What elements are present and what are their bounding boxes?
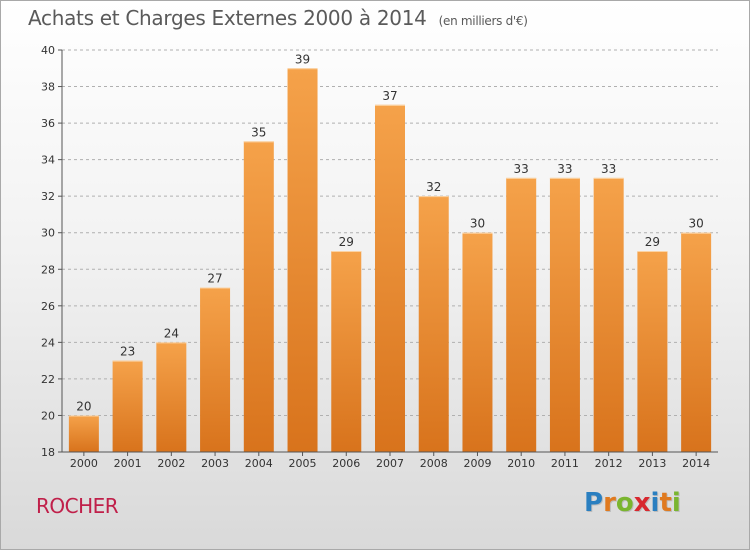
x-tick-label: 2005	[289, 457, 317, 470]
bar	[506, 177, 537, 452]
place-name: ROCHER	[36, 494, 119, 518]
bar	[418, 196, 449, 452]
logo-letter: x	[633, 488, 651, 518]
y-tick-label: 28	[41, 263, 55, 276]
x-tick-label: 2009	[463, 457, 491, 470]
data-label: 29	[339, 235, 354, 249]
data-label: 39	[295, 52, 310, 66]
bar	[112, 360, 143, 452]
bar	[243, 141, 274, 452]
y-tick-label: 40	[41, 44, 55, 57]
bar	[637, 251, 668, 452]
logo-letter: r	[603, 488, 616, 518]
x-tick-label: 2013	[638, 457, 666, 470]
data-label: 33	[557, 162, 572, 176]
data-label: 29	[645, 235, 660, 249]
bar	[375, 104, 405, 453]
x-tick-label: 2010	[507, 457, 535, 470]
chart-title: Achats et Charges Externes 2000 à 2014 (…	[28, 6, 528, 30]
proxiti-logo: Proxiti	[584, 488, 681, 518]
x-tick-label: 2007	[376, 457, 404, 470]
data-label: 20	[76, 399, 91, 413]
data-label: 37	[382, 89, 397, 103]
x-tick-label: 2002	[157, 457, 185, 470]
data-label: 33	[514, 162, 529, 176]
logo-letter: t	[659, 488, 672, 518]
x-tick-label: 2003	[201, 457, 229, 470]
y-tick-label: 36	[41, 117, 55, 130]
bar	[681, 232, 712, 452]
x-tick-label: 2008	[420, 457, 448, 470]
data-label: 30	[688, 217, 703, 231]
y-tick-label: 20	[41, 409, 55, 422]
y-tick-label: 18	[41, 446, 55, 459]
bar	[593, 177, 624, 452]
data-label: 32	[426, 180, 441, 194]
x-tick-label: 2006	[332, 457, 360, 470]
x-tick-label: 2011	[551, 457, 579, 470]
subtitle-text: (en milliers d'€)	[438, 14, 528, 28]
y-tick-label: 38	[41, 81, 55, 94]
data-label: 23	[120, 345, 135, 359]
y-tick-label: 30	[41, 227, 55, 240]
logo-letter: o	[615, 488, 634, 518]
y-tick-label: 32	[41, 190, 55, 203]
bar	[68, 415, 99, 452]
title-text: Achats et Charges Externes 2000 à 2014	[28, 6, 427, 30]
bar	[331, 251, 362, 452]
x-tick-label: 2012	[595, 457, 623, 470]
bar	[287, 68, 318, 452]
data-label: 27	[207, 272, 222, 286]
y-tick-label: 22	[41, 373, 55, 386]
logo-letter: i	[650, 488, 660, 518]
y-tick-label: 34	[41, 154, 55, 167]
x-tick-label: 2000	[70, 457, 98, 470]
data-label: 33	[601, 162, 616, 176]
x-tick-label: 2014	[682, 457, 710, 470]
data-label: 24	[164, 326, 179, 340]
logo-letter: P	[584, 488, 604, 518]
logo-letter: i	[671, 488, 681, 518]
data-label: 30	[470, 217, 485, 231]
bar	[462, 232, 493, 452]
bar	[549, 177, 580, 452]
y-tick-label: 24	[41, 336, 55, 349]
x-tick-label: 2001	[114, 457, 142, 470]
x-tick-label: 2004	[245, 457, 273, 470]
bar	[156, 342, 187, 452]
bar	[200, 287, 231, 452]
data-label: 35	[251, 125, 266, 139]
y-tick-label: 26	[41, 300, 55, 313]
